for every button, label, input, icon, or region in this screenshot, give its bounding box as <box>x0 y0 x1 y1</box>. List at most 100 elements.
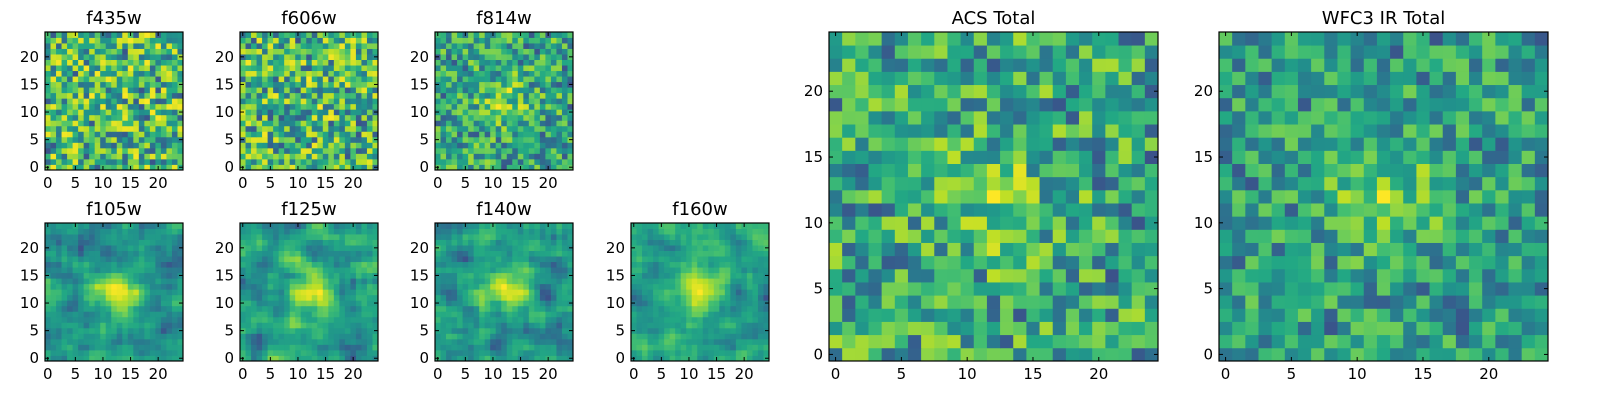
heatmap-cell <box>1092 216 1106 230</box>
heatmap-cell <box>517 65 524 72</box>
heatmap-cell <box>160 250 167 257</box>
heatmap-cell <box>350 316 357 323</box>
heatmap-cell <box>947 163 961 178</box>
heatmap-cell <box>490 131 497 138</box>
heatmap-cell <box>350 43 357 49</box>
heatmap-cell <box>83 322 90 329</box>
heatmap-cell <box>534 164 541 171</box>
heatmap-cell <box>440 54 447 60</box>
heatmap-cell <box>495 114 502 121</box>
heatmap-cell <box>468 136 475 143</box>
heatmap-cell <box>144 250 151 257</box>
heatmap-cell <box>567 114 574 121</box>
heatmap-cell <box>251 37 257 44</box>
heatmap-cell <box>708 311 715 318</box>
heatmap-cell <box>451 147 458 154</box>
heatmap-cell <box>289 81 296 88</box>
heatmap-cell <box>1013 242 1027 257</box>
heatmap-cell <box>517 125 524 132</box>
heatmap-cell <box>105 54 112 60</box>
heatmap-cell <box>567 311 574 318</box>
heatmap-cell <box>501 98 508 105</box>
heatmap-cell <box>686 278 693 285</box>
x-tick-label: 10 <box>483 174 502 192</box>
heatmap-cell <box>122 131 129 138</box>
heatmap-cell <box>1131 321 1146 336</box>
heatmap-cell <box>451 333 458 340</box>
heatmap-cell <box>355 70 362 77</box>
heatmap-cell <box>669 305 676 312</box>
heatmap-cell <box>50 294 57 301</box>
heatmap-cell <box>78 37 85 44</box>
heatmap-cell <box>556 283 563 290</box>
heatmap-cell <box>105 333 112 340</box>
heatmap-cell <box>517 158 524 165</box>
heatmap-cell <box>171 283 178 290</box>
heatmap-cell <box>1079 203 1093 217</box>
heatmap-cell <box>539 278 546 285</box>
heatmap-cell <box>50 261 57 268</box>
heatmap-cell <box>245 153 252 160</box>
heatmap-cell <box>262 125 268 132</box>
heatmap-cell <box>344 114 351 121</box>
heatmap-cell <box>561 158 568 165</box>
heatmap-cell <box>89 158 96 165</box>
heatmap-cell <box>306 114 313 121</box>
heatmap-cell <box>1144 268 1159 283</box>
heatmap-cell <box>642 338 648 345</box>
heatmap-cell <box>339 164 346 171</box>
heatmap-cell <box>166 245 173 251</box>
heatmap-cell <box>311 48 318 55</box>
heatmap-cell <box>697 322 704 329</box>
heatmap-cell <box>56 54 62 60</box>
heatmap-cell <box>680 234 687 240</box>
heatmap-cell <box>517 256 524 263</box>
heatmap-cell <box>451 114 458 121</box>
heatmap-cell <box>133 142 140 149</box>
heatmap-cell <box>730 256 737 263</box>
heatmap-cell <box>127 147 134 154</box>
heatmap-cell <box>100 153 107 160</box>
heatmap-cell <box>528 158 535 165</box>
heatmap-cell <box>730 239 737 246</box>
heatmap-cell <box>1131 268 1146 283</box>
heatmap-cell <box>160 98 167 105</box>
heatmap-cell <box>960 295 975 309</box>
heatmap-cell <box>1000 150 1014 164</box>
heatmap-cell <box>479 54 486 60</box>
heatmap-cell <box>155 256 162 263</box>
heatmap-cell <box>355 245 362 251</box>
heatmap-cell <box>1131 308 1146 322</box>
heatmap-cell <box>262 355 268 362</box>
heatmap-cell <box>45 131 51 138</box>
heatmap-cell <box>245 228 252 235</box>
heatmap-cell <box>446 355 452 362</box>
heatmap-cell <box>256 294 263 301</box>
heatmap-cell <box>468 327 475 334</box>
heatmap-cell <box>631 311 637 318</box>
heatmap-cell <box>947 255 961 270</box>
heatmap-cell <box>457 322 463 329</box>
heatmap-cell <box>960 163 975 178</box>
heatmap-cell <box>479 272 486 279</box>
heatmap-cell <box>94 322 101 329</box>
heatmap-cell <box>484 43 491 49</box>
heatmap-cell <box>133 59 140 66</box>
heatmap-cell <box>83 278 90 285</box>
heatmap-cell <box>262 120 268 127</box>
heatmap-cell <box>295 300 302 307</box>
heatmap-cell <box>251 120 257 127</box>
heatmap-cell <box>894 242 909 257</box>
heatmap-cell <box>256 245 263 251</box>
heatmap-cell <box>116 158 123 165</box>
heatmap-cell <box>245 37 252 44</box>
heatmap-cell <box>366 283 373 290</box>
heatmap-cell <box>67 223 73 229</box>
heatmap-cell <box>344 164 351 171</box>
heatmap-cell <box>171 327 178 334</box>
heatmap-cell <box>457 278 463 285</box>
heatmap-cell <box>1079 295 1093 309</box>
heatmap-cell <box>116 289 123 296</box>
heatmap-cell <box>72 239 79 246</box>
heatmap-cell <box>680 261 687 268</box>
